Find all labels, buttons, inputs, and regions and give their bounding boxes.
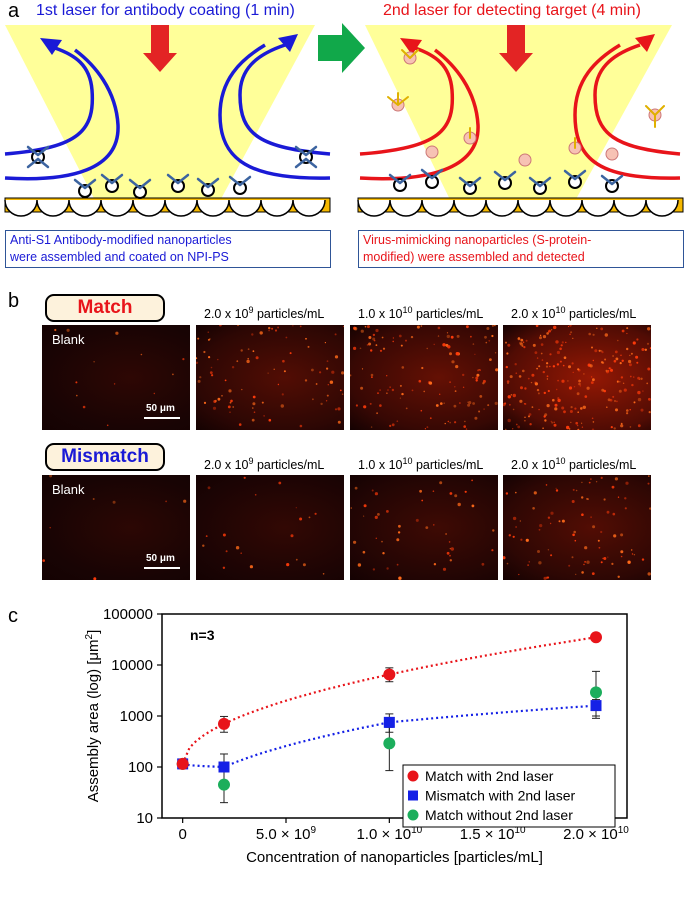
concentration-label: 2.0 x 1010 particles/mL	[511, 305, 637, 322]
x-axis-label: Concentration of nanoparticles [particle…	[246, 849, 543, 866]
x-tick-label: 1.5 × 1010	[460, 825, 526, 843]
x-tick-label: 1.0 × 1010	[356, 825, 422, 843]
match-micrograph	[196, 325, 344, 430]
concentration-label: 2.0 x 109 particles/mL	[204, 305, 325, 322]
left-cups	[4, 199, 326, 217]
x-tick-label: 5.0 × 109	[256, 825, 317, 843]
mismatch-tag: Mismatch	[45, 443, 165, 471]
left-substrate	[4, 197, 331, 217]
y-tick-label: 10000	[111, 657, 153, 674]
spike-protein-icon	[387, 49, 665, 149]
scale-bar	[144, 567, 180, 569]
mismatch-micrograph	[350, 475, 498, 580]
data-point-circle	[383, 668, 396, 681]
match-micrograph	[503, 325, 651, 430]
y-tick-label: 1000	[120, 708, 153, 725]
panel-c-letter: c	[8, 605, 18, 627]
x-tick-label: 0	[178, 826, 186, 843]
mismatch-micrograph	[503, 475, 651, 580]
data-point-circle	[590, 686, 602, 699]
right-caption-line1: Virus-mimicking nanoparticles (S-protein…	[363, 233, 592, 247]
mismatch-micrograph: Blank 50 μm	[42, 475, 190, 580]
sample-size-annotation: n=3	[190, 627, 215, 643]
legend-marker	[408, 790, 418, 801]
right-cups	[357, 199, 679, 217]
blank-label: Blank	[52, 332, 85, 347]
right-arrowhead-icon	[635, 34, 655, 52]
legend-box	[402, 764, 616, 828]
data-point-circle	[590, 631, 602, 644]
scale-bar-label: 50 μm	[146, 553, 175, 564]
match-tag: Match	[45, 294, 165, 322]
data-point-square	[383, 716, 395, 728]
data-point-circle	[218, 717, 230, 730]
left-arrowhead-icon	[40, 38, 62, 55]
data-point-square	[218, 761, 230, 773]
data-point-circle	[383, 737, 396, 750]
panel-a-illustration	[4, 23, 684, 217]
y-tick-label: 100	[128, 759, 153, 776]
concentration-label: 1.0 x 1010 particles/mL	[358, 456, 484, 473]
right-caption-line2: modified) were assembled and detected	[363, 250, 585, 264]
left-laser-title: 1st laser for antibody coating (1 min)	[36, 2, 295, 19]
right-caption-box: Virus-mimicking nanoparticles (S-protein…	[358, 230, 684, 268]
concentration-label: 2.0 x 1010 particles/mL	[511, 456, 637, 473]
x-tick-label: 2.0 × 1010	[563, 825, 629, 843]
concentration-label: 1.0 x 1010 particles/mL	[358, 305, 484, 322]
data-point-circle	[176, 757, 189, 770]
data-point-circle	[218, 778, 230, 791]
step-arrow-icon	[318, 23, 365, 73]
assembly-area-chart: 10 100 1000 10000 100000 0 5.0 × 109 1.0 × 1010…	[84, 606, 629, 866]
concentration-label: 2.0 x 109 particles/mL	[204, 456, 325, 473]
mismatch-micrograph	[196, 475, 344, 580]
right-laser-title: 2nd laser for detecting target (4 min)	[383, 2, 641, 19]
trendline-square	[182, 704, 597, 769]
y-axis-label: Assembly area (log) [μm2]	[84, 630, 102, 803]
legend-label: Match with 2nd laser	[425, 768, 554, 784]
legend-marker	[407, 809, 419, 821]
panel-b-letter: b	[8, 290, 20, 312]
scale-bar-label: 50 μm	[146, 403, 175, 414]
legend-label: Mismatch with 2nd laser	[425, 788, 576, 804]
left-arrowhead-icon	[278, 34, 298, 52]
left-caption-box: Anti-S1 Antibody-modified nanoparticles …	[5, 230, 331, 268]
right-flow-arrows	[359, 43, 681, 181]
left-antibody-icon	[26, 145, 318, 190]
panel-a-letter: a	[8, 0, 20, 22]
scale-bar	[144, 417, 180, 419]
left-caption-line1: Anti-S1 Antibody-modified nanoparticles	[10, 233, 232, 247]
blank-label: Blank	[52, 482, 85, 497]
right-substrate	[357, 197, 684, 217]
left-caption-line2: were assembled and coated on NPI-PS	[10, 250, 229, 264]
y-tick-label: 100000	[103, 606, 153, 623]
match-micrograph: Blank 50 μm	[42, 325, 190, 430]
legend-marker	[407, 770, 419, 782]
y-tick-label: 10	[136, 810, 153, 827]
left-laser-arrow-icon	[143, 25, 177, 72]
right-antibody-icon	[388, 168, 624, 188]
left-flow-arrows	[4, 43, 331, 181]
right-laser-arrow-icon	[499, 25, 533, 72]
match-micrograph	[350, 325, 498, 430]
legend-label: Match without 2nd laser	[425, 807, 573, 823]
left-light-cone	[5, 25, 315, 210]
right-arrowhead-icon	[400, 38, 422, 55]
data-point-square	[590, 700, 602, 712]
